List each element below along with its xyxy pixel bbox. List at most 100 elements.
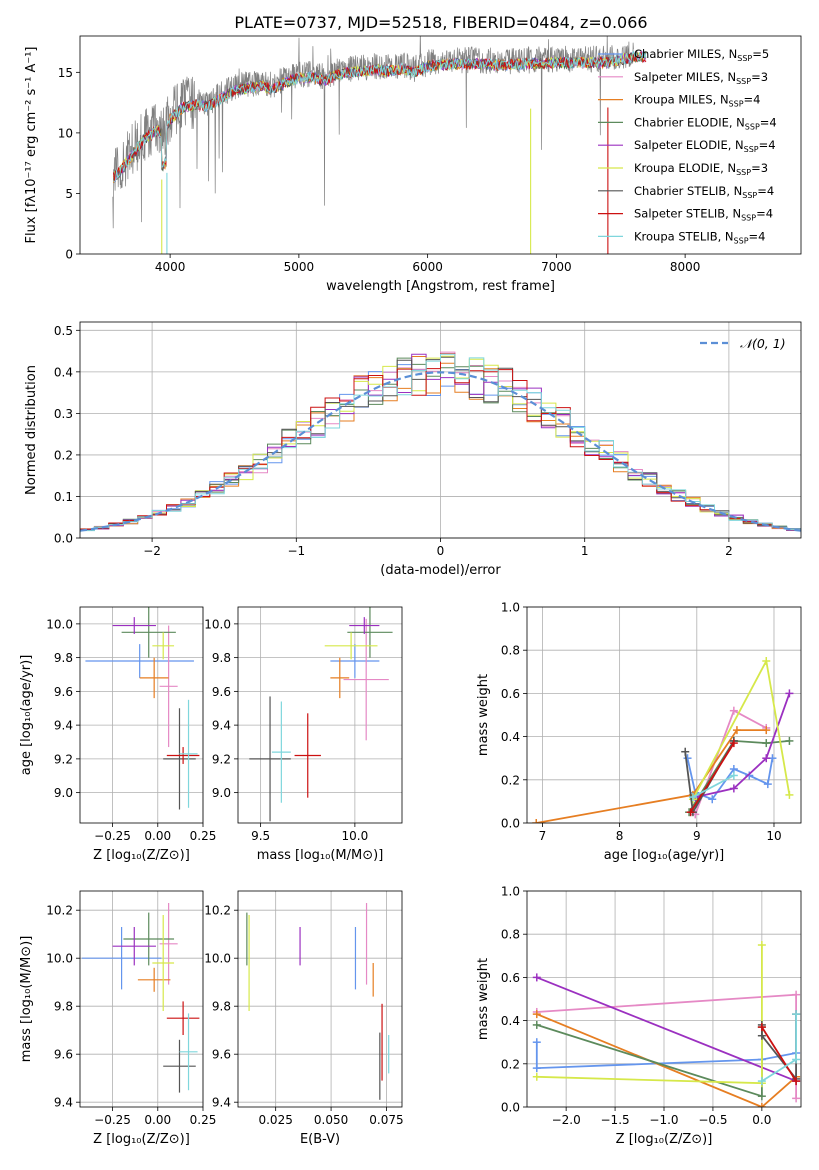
mass-vs-EBV-y-tick-label: 9.6 bbox=[212, 1048, 231, 1062]
age-vs-Z-grid bbox=[80, 607, 204, 823]
mass-weight-marker bbox=[757, 941, 766, 949]
legend-entry-text: Kroupa STELIB, N bbox=[634, 229, 734, 243]
residuals-y-tick-label: 0.2 bbox=[54, 448, 73, 462]
age-vs-mass-frame bbox=[237, 606, 403, 824]
legend-entry-subscript: SSP bbox=[742, 191, 757, 200]
residuals-y-tick-label: 0.3 bbox=[54, 407, 73, 421]
residuals-axes: −2 −1 0 1 2 0.0 0.1 0.2 0.3 0.4 0.5 (data-model)/er… bbox=[24, 321, 802, 578]
residuals-plot-area bbox=[80, 351, 801, 533]
age-vs-Z-plot-area bbox=[85, 607, 200, 810]
age-vs-mass-y-tick-label: 9.6 bbox=[212, 685, 231, 699]
spectrum-y-label: Flux [fλ10⁻¹⁷ erg cm⁻² s⁻¹ A⁻¹] bbox=[24, 47, 39, 244]
legend-entry-text: Chabrier STELIB, N bbox=[634, 184, 742, 198]
age-vs-mass-axes: 9.5 10.0 9.0 9.2 9.4 9.6 9.8 10.0 mass [log₁₀(M/… bbox=[204, 606, 403, 863]
legend-entry-label: Salpeter STELIB, NSSP=4 bbox=[634, 207, 773, 223]
mass-weight-series-line bbox=[688, 739, 790, 813]
age-vs-mass-y-tick-label: 9.8 bbox=[212, 651, 231, 665]
legend-entry-text: Kroupa MILES, N bbox=[634, 93, 729, 107]
legend-entry-count: =3 bbox=[751, 70, 768, 84]
errorbar-point bbox=[343, 618, 389, 741]
spectrum-x-tick-label: 8000 bbox=[670, 260, 701, 274]
weight-vs-age-y-label: mass weight bbox=[476, 674, 491, 756]
legend-entry-subscript: SSP bbox=[734, 236, 749, 245]
mass-weight-marker bbox=[686, 808, 695, 817]
errorbar-point bbox=[139, 657, 169, 699]
legend-entry-text: Salpeter MILES, N bbox=[634, 70, 736, 84]
weight-vs-Z-y-tick-label: 0.4 bbox=[501, 1014, 520, 1028]
mass-weight-marker bbox=[532, 1010, 541, 1019]
weight-vs-Z-x-tick-label: −2.0 bbox=[552, 1113, 581, 1127]
spectrum-y-tick-label: 0 bbox=[65, 248, 73, 262]
age-vs-Z-axes: −0.25 0.00 0.25 9.0 9.2 9.4 9.6 9.8 10.0 Z [log₁₀… bbox=[19, 606, 216, 863]
errorbar-point bbox=[166, 1001, 200, 1035]
mass-weight-series-line bbox=[536, 729, 767, 823]
legend-entry-label: Kroupa MILES, NSSP=4 bbox=[634, 93, 760, 109]
mass-vs-Z-x-tick-label: 0.00 bbox=[144, 1113, 171, 1127]
mass-vs-EBV-x-tick-label: 0.050 bbox=[314, 1113, 348, 1127]
mass-weight-marker bbox=[785, 736, 794, 745]
mass-weight-series-line bbox=[689, 742, 735, 813]
errorbar-point bbox=[330, 644, 380, 678]
mass-vs-Z-y-tick-label: 9.4 bbox=[54, 1096, 73, 1110]
errorbar-point bbox=[121, 607, 176, 658]
residuals-x-tick-label: 0 bbox=[437, 544, 445, 558]
mass-weight-marker bbox=[757, 1103, 766, 1107]
weight-vs-Z-frame bbox=[526, 890, 802, 1108]
errorbar-point bbox=[324, 632, 378, 660]
mass-weight-marker bbox=[688, 793, 697, 802]
mass-vs-Z-y-label: mass [log₁₀(M/M⊙)] bbox=[19, 936, 34, 1063]
legend-entry-text: Salpeter STELIB, N bbox=[634, 207, 741, 221]
weight-vs-Z-x-tick-label: −1.5 bbox=[601, 1113, 630, 1127]
mass-vs-EBV-axes: 0.025 0.050 0.075 9.4 9.6 9.8 10.0 10.2 E(B-V) bbox=[204, 890, 404, 1147]
residuals-y-tick-label: 0.4 bbox=[54, 365, 73, 379]
mass-weight-series-line bbox=[536, 945, 763, 1085]
mass-weight-marker bbox=[532, 973, 541, 982]
legend-entry-text: Chabrier ELODIE, N bbox=[634, 115, 745, 129]
mass-vs-EBV-x-tick-label: 0.075 bbox=[369, 1113, 403, 1127]
mass-vs-EBV-y-tick-label: 10.2 bbox=[204, 904, 231, 918]
weight-vs-age-x-tick-label: 9 bbox=[693, 829, 701, 843]
mass-weight-marker bbox=[757, 1092, 766, 1101]
legend-entry-text: Salpeter ELODIE, N bbox=[634, 138, 744, 152]
residual-histogram bbox=[80, 353, 801, 533]
residuals-x-tick-label: 1 bbox=[581, 544, 589, 558]
mass-weight-series-line bbox=[536, 1013, 797, 1107]
age-vs-mass-x-tick-label: 9.5 bbox=[251, 829, 270, 843]
figure-title: PLATE=0737, MJD=52518, FIBERID=0484, z=0… bbox=[234, 13, 647, 32]
mass-vs-Z-y-tick-label: 9.6 bbox=[54, 1048, 73, 1062]
mass-weight-marker bbox=[757, 1077, 766, 1086]
residuals-y-tick-label: 0.5 bbox=[54, 324, 73, 338]
weight-vs-Z-x-tick-label: −1.0 bbox=[649, 1113, 678, 1127]
weight-vs-age-y-tick-label: 0.8 bbox=[501, 644, 520, 658]
mass-weight-series-line bbox=[536, 976, 797, 1082]
legend-entry-count: =4 bbox=[749, 229, 766, 243]
weight-vs-age-plot-area bbox=[532, 657, 794, 823]
weight-vs-Z-y-tick-label: 0.0 bbox=[501, 1101, 520, 1115]
mass-weight-marker bbox=[729, 739, 738, 748]
age-vs-mass-y-tick-label: 9.2 bbox=[212, 752, 231, 766]
errorbar-point bbox=[166, 747, 200, 764]
errorbar-point bbox=[179, 699, 198, 808]
spectrum-frame bbox=[79, 35, 802, 255]
age-vs-Z-y-tick-label: 9.6 bbox=[54, 685, 73, 699]
mass-weight-series-line bbox=[692, 774, 735, 798]
mass-weight-marker bbox=[683, 754, 692, 763]
spectrum-x-tick-label: 5000 bbox=[284, 260, 315, 274]
errorbar-point bbox=[163, 1039, 196, 1093]
age-vs-Z-y-tick-label: 9.4 bbox=[54, 719, 73, 733]
errorbar-point bbox=[152, 632, 175, 660]
mass-weight-marker bbox=[763, 780, 772, 789]
errorbar-point bbox=[112, 617, 156, 634]
mass-weight-marker bbox=[681, 747, 690, 756]
normal-reference-curve bbox=[80, 371, 801, 532]
errorbar-point bbox=[159, 625, 178, 748]
legend-entry-subscript: SSP bbox=[745, 122, 760, 131]
mass-weight-marker bbox=[732, 726, 741, 735]
weight-vs-Z-y-tick-label: 0.2 bbox=[501, 1057, 520, 1071]
age-vs-Z-y-tick-label: 9.2 bbox=[54, 752, 73, 766]
errorbar-point bbox=[81, 927, 162, 990]
weight-vs-Z-x-tick-label: 0.0 bbox=[752, 1113, 771, 1127]
mass-vs-Z-x-tick-label: 0.25 bbox=[190, 1113, 217, 1127]
mass-weight-marker bbox=[762, 739, 771, 748]
age-vs-Z-x-label: Z [log₁₀(Z/Z⊙)] bbox=[93, 848, 190, 863]
